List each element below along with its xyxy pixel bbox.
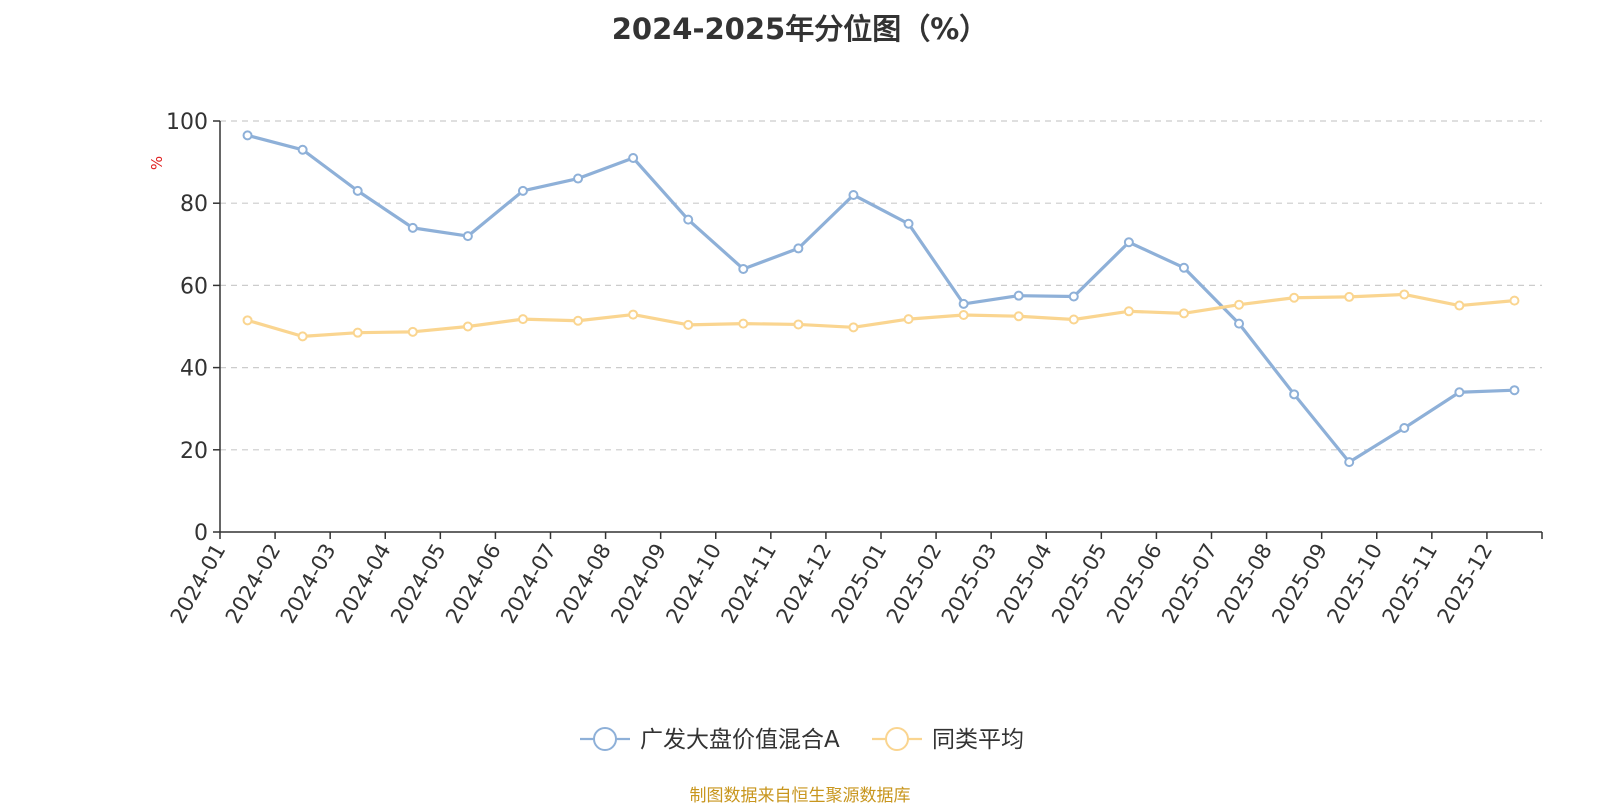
- series-1: [242, 130, 1520, 468]
- data-point[interactable]: [738, 263, 749, 274]
- data-point[interactable]: [352, 327, 363, 338]
- data-point[interactable]: [297, 144, 308, 155]
- series-line: [245, 292, 1517, 338]
- series-line: [245, 133, 1517, 464]
- legend-label: 广发大盘价值混合A: [640, 727, 840, 753]
- data-point[interactable]: [738, 318, 749, 329]
- data-point[interactable]: [793, 243, 804, 254]
- data-point[interactable]: [352, 185, 363, 196]
- legend-marker-icon: [593, 727, 617, 751]
- data-point[interactable]: [462, 231, 473, 242]
- source-note: 制图数据来自恒生聚源数据库: [689, 786, 911, 806]
- data-point[interactable]: [848, 189, 859, 200]
- data-point[interactable]: [1399, 289, 1410, 300]
- data-point[interactable]: [958, 298, 969, 309]
- data-point[interactable]: [1013, 290, 1024, 301]
- y-tick-label: 0: [194, 521, 208, 546]
- y-tick-label: 60: [180, 274, 208, 299]
- data-point[interactable]: [242, 315, 253, 326]
- series-layer: [242, 130, 1520, 468]
- legend-item[interactable]: 同类平均: [872, 727, 1024, 753]
- y-tick-label: 20: [180, 439, 208, 464]
- data-point[interactable]: [1509, 295, 1520, 306]
- legend-label: 同类平均: [932, 727, 1024, 753]
- data-point[interactable]: [848, 322, 859, 333]
- data-point[interactable]: [1178, 308, 1189, 319]
- data-point[interactable]: [1454, 387, 1465, 398]
- data-point[interactable]: [407, 222, 418, 233]
- y-tick-label: 80: [180, 192, 208, 217]
- data-point[interactable]: [1344, 457, 1355, 468]
- data-point[interactable]: [1123, 237, 1134, 248]
- data-point[interactable]: [683, 214, 694, 225]
- y-tick-label: 40: [180, 357, 208, 382]
- data-point[interactable]: [573, 173, 584, 184]
- data-point[interactable]: [462, 321, 473, 332]
- legend-marker-icon: [885, 727, 909, 751]
- chart-title: 2024-2025年分位图（%）: [611, 12, 989, 46]
- data-point[interactable]: [407, 326, 418, 337]
- series-2: [242, 289, 1520, 342]
- data-point[interactable]: [1234, 318, 1245, 329]
- data-point[interactable]: [958, 309, 969, 320]
- data-point[interactable]: [903, 218, 914, 229]
- legend[interactable]: 广发大盘价值混合A 同类平均: [580, 727, 1024, 753]
- data-point[interactable]: [903, 314, 914, 325]
- data-point[interactable]: [297, 331, 308, 342]
- grid-layer: [220, 120, 1542, 451]
- data-point[interactable]: [1123, 306, 1134, 317]
- legend-item[interactable]: 广发大盘价值混合A: [580, 727, 840, 753]
- data-point[interactable]: [1399, 423, 1410, 434]
- data-point[interactable]: [1013, 311, 1024, 322]
- data-point[interactable]: [1509, 385, 1520, 396]
- data-point[interactable]: [1068, 291, 1079, 302]
- data-point[interactable]: [1068, 314, 1079, 325]
- data-point[interactable]: [1234, 299, 1245, 310]
- data-point[interactable]: [1178, 262, 1189, 273]
- data-point[interactable]: [793, 319, 804, 330]
- data-point[interactable]: [628, 309, 639, 320]
- data-point[interactable]: [573, 315, 584, 326]
- y-axis-label: %: [148, 156, 166, 170]
- data-point[interactable]: [1454, 300, 1465, 311]
- data-point[interactable]: [1289, 389, 1300, 400]
- data-point[interactable]: [683, 319, 694, 330]
- data-point[interactable]: [517, 314, 528, 325]
- data-point[interactable]: [1344, 291, 1355, 302]
- data-point[interactable]: [628, 152, 639, 163]
- y-tick-label: 100: [166, 110, 208, 135]
- data-point[interactable]: [242, 130, 253, 141]
- data-point[interactable]: [1289, 292, 1300, 303]
- data-point[interactable]: [517, 185, 528, 196]
- x-tick-label: 2025-12: [1433, 540, 1498, 628]
